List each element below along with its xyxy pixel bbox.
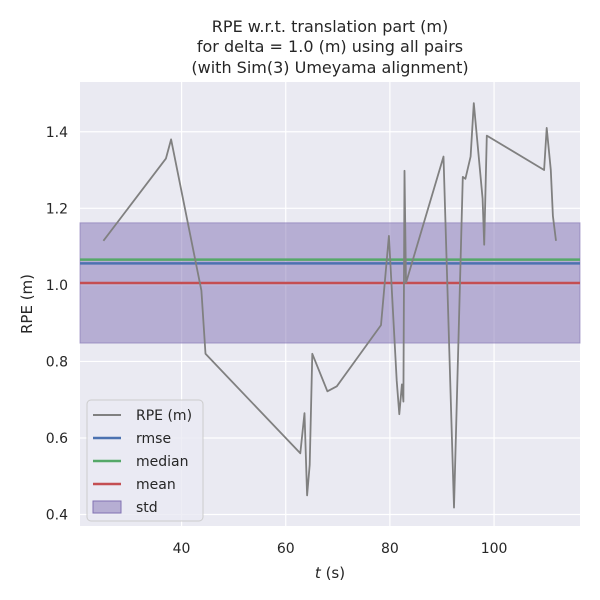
x-axis-label-var: t (315, 564, 322, 582)
legend-box (86, 399, 204, 522)
x-tick-labels: 40 60 80 100 (173, 541, 508, 557)
y-tick-label: 1.0 (46, 278, 68, 294)
x-tick-label: 60 (277, 541, 295, 557)
x-axis-label: t (s) (315, 564, 345, 582)
y-tick-label: 0.6 (46, 431, 68, 447)
y-tick-label: 1.4 (46, 125, 68, 141)
x-tick-label: 80 (381, 541, 399, 557)
legend-swatch-std (92, 500, 122, 514)
legend-label-std: std (136, 500, 158, 516)
rpe-series-line (102, 102, 557, 509)
legend-label-rpe: RPE (m) (136, 408, 192, 424)
x-tick-label: 100 (481, 541, 508, 557)
y-axis-label: RPE (m) (18, 274, 36, 334)
legend-label-mean: mean (136, 477, 176, 493)
title-line-1: RPE w.r.t. translation part (m) (212, 17, 448, 36)
title-line-2: for delta = 1.0 (m) using all pairs (197, 37, 463, 56)
x-axis-label-unit: (s) (321, 564, 345, 582)
y-tick-label: 1.2 (46, 201, 68, 217)
y-tick-labels: 0.4 0.6 0.8 1.0 1.2 1.4 (46, 125, 68, 524)
legend-label-median: median (136, 454, 188, 470)
x-tick-label: 40 (173, 541, 191, 557)
stat-lines (80, 258, 580, 285)
y-tick-label: 0.4 (46, 508, 68, 524)
series-layer (102, 102, 557, 509)
legend: RPE (m) rmse median mean std (86, 399, 204, 522)
title-line-3: (with Sim(3) Umeyama alignment) (191, 58, 468, 77)
legend-label-rmse: rmse (136, 431, 171, 447)
y-tick-label: 0.8 (46, 354, 68, 370)
chart-title: RPE w.r.t. translation part (m) for delt… (191, 17, 468, 77)
